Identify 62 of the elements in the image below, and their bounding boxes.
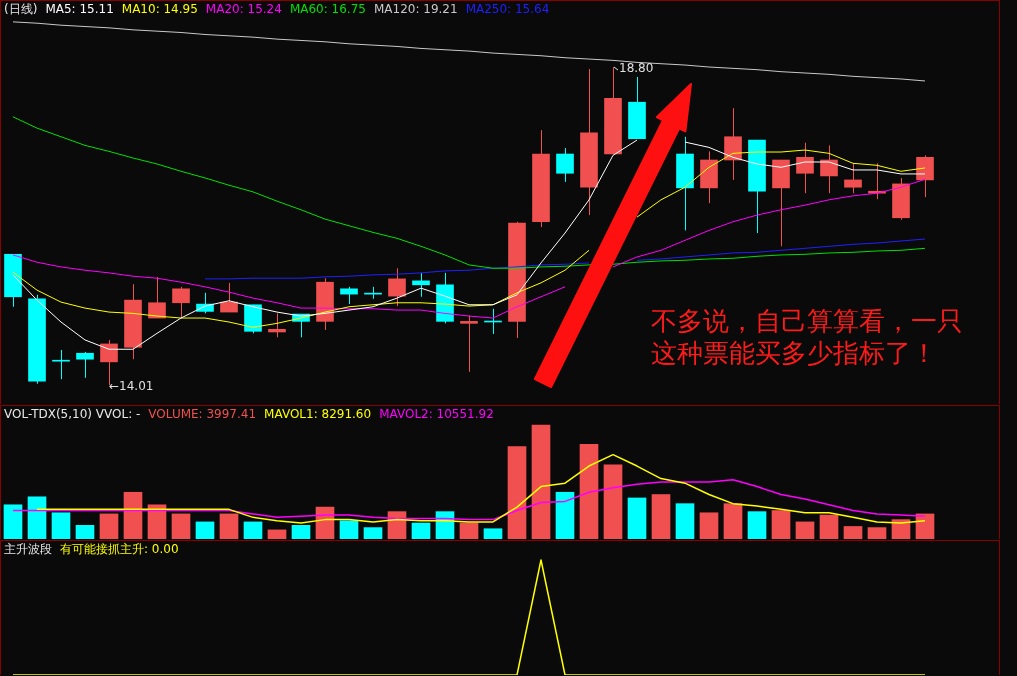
bar bbox=[651, 494, 671, 539]
candlestick bbox=[796, 142, 814, 194]
annotation: 不多说，自己算算看，一只这种票能买多少指标了！ bbox=[651, 306, 963, 368]
bar bbox=[27, 496, 47, 539]
candlestick bbox=[76, 351, 94, 379]
bar bbox=[579, 444, 599, 539]
text: MA10: 14.95 bbox=[121, 1, 198, 17]
bar bbox=[267, 529, 287, 539]
bar bbox=[723, 503, 743, 539]
bar bbox=[219, 513, 239, 539]
bar bbox=[291, 524, 311, 539]
bar bbox=[3, 504, 23, 539]
bar bbox=[771, 510, 791, 539]
bar bbox=[75, 524, 95, 539]
bar bbox=[123, 491, 143, 539]
annotation: 18.80 bbox=[619, 60, 654, 75]
bar bbox=[363, 527, 383, 539]
text: 有可能接抓主升: 0.00 bbox=[60, 541, 179, 557]
candlestick bbox=[460, 314, 478, 373]
chart-title: 主升波段 bbox=[4, 541, 52, 557]
bar bbox=[171, 513, 191, 539]
bar bbox=[507, 446, 527, 539]
candlestick bbox=[268, 312, 286, 338]
candlestick bbox=[172, 286, 190, 319]
text: MA120: 19.21 bbox=[373, 1, 458, 17]
candlestick bbox=[556, 147, 574, 183]
bar bbox=[843, 526, 863, 539]
candlestick bbox=[388, 267, 406, 307]
text: MAVOL1: 8291.60 bbox=[264, 406, 372, 422]
bar bbox=[627, 497, 647, 539]
bar bbox=[867, 527, 887, 539]
candlestick bbox=[52, 349, 70, 380]
bar bbox=[675, 503, 695, 539]
bar bbox=[483, 528, 503, 539]
text: VOLUME: 3997.41 bbox=[148, 406, 257, 422]
bar bbox=[555, 491, 575, 539]
text: MA60: 16.75 bbox=[289, 1, 366, 17]
chart-title: VOL-TDX(5,10) VVOL: - bbox=[4, 406, 141, 422]
bar bbox=[459, 522, 479, 539]
text: MA20: 15.24 bbox=[205, 1, 282, 17]
candlestick bbox=[916, 154, 934, 198]
bar bbox=[339, 520, 359, 539]
bar bbox=[195, 521, 215, 539]
candlestick bbox=[844, 162, 862, 194]
bar bbox=[99, 513, 119, 539]
text: MAVOL2: 10551.92 bbox=[379, 406, 494, 422]
bar bbox=[51, 512, 71, 539]
bar bbox=[747, 511, 767, 539]
text: MA5: 15.11 bbox=[45, 1, 114, 17]
candlestick bbox=[220, 282, 238, 313]
bar bbox=[147, 504, 167, 539]
bar bbox=[243, 521, 263, 539]
bar bbox=[699, 512, 719, 539]
bar bbox=[603, 464, 623, 539]
bar bbox=[411, 522, 431, 539]
bar bbox=[819, 514, 839, 539]
text: MA250: 15.64 bbox=[465, 1, 550, 17]
annotation: ←14.01 bbox=[109, 378, 154, 393]
bar bbox=[531, 424, 551, 539]
chart-title: (日线) bbox=[4, 1, 38, 17]
bar bbox=[795, 521, 815, 539]
bar bbox=[891, 519, 911, 539]
